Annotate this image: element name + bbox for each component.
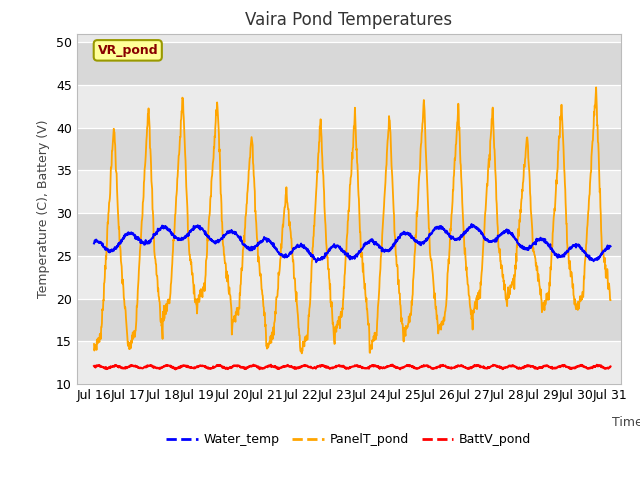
Title: Vaira Pond Temperatures: Vaira Pond Temperatures: [245, 11, 452, 29]
X-axis label: Time: Time: [612, 416, 640, 429]
Bar: [77, 128, 621, 170]
Bar: [77, 341, 621, 384]
Y-axis label: Temperature (C), Battery (V): Temperature (C), Battery (V): [37, 120, 51, 298]
Bar: [77, 299, 621, 341]
Bar: [77, 85, 621, 128]
Bar: [77, 42, 621, 85]
Bar: [77, 256, 621, 299]
Text: VR_pond: VR_pond: [97, 44, 158, 57]
Legend: Water_temp, PanelT_pond, BattV_pond: Water_temp, PanelT_pond, BattV_pond: [161, 428, 536, 451]
Bar: [77, 213, 621, 256]
Bar: [77, 170, 621, 213]
